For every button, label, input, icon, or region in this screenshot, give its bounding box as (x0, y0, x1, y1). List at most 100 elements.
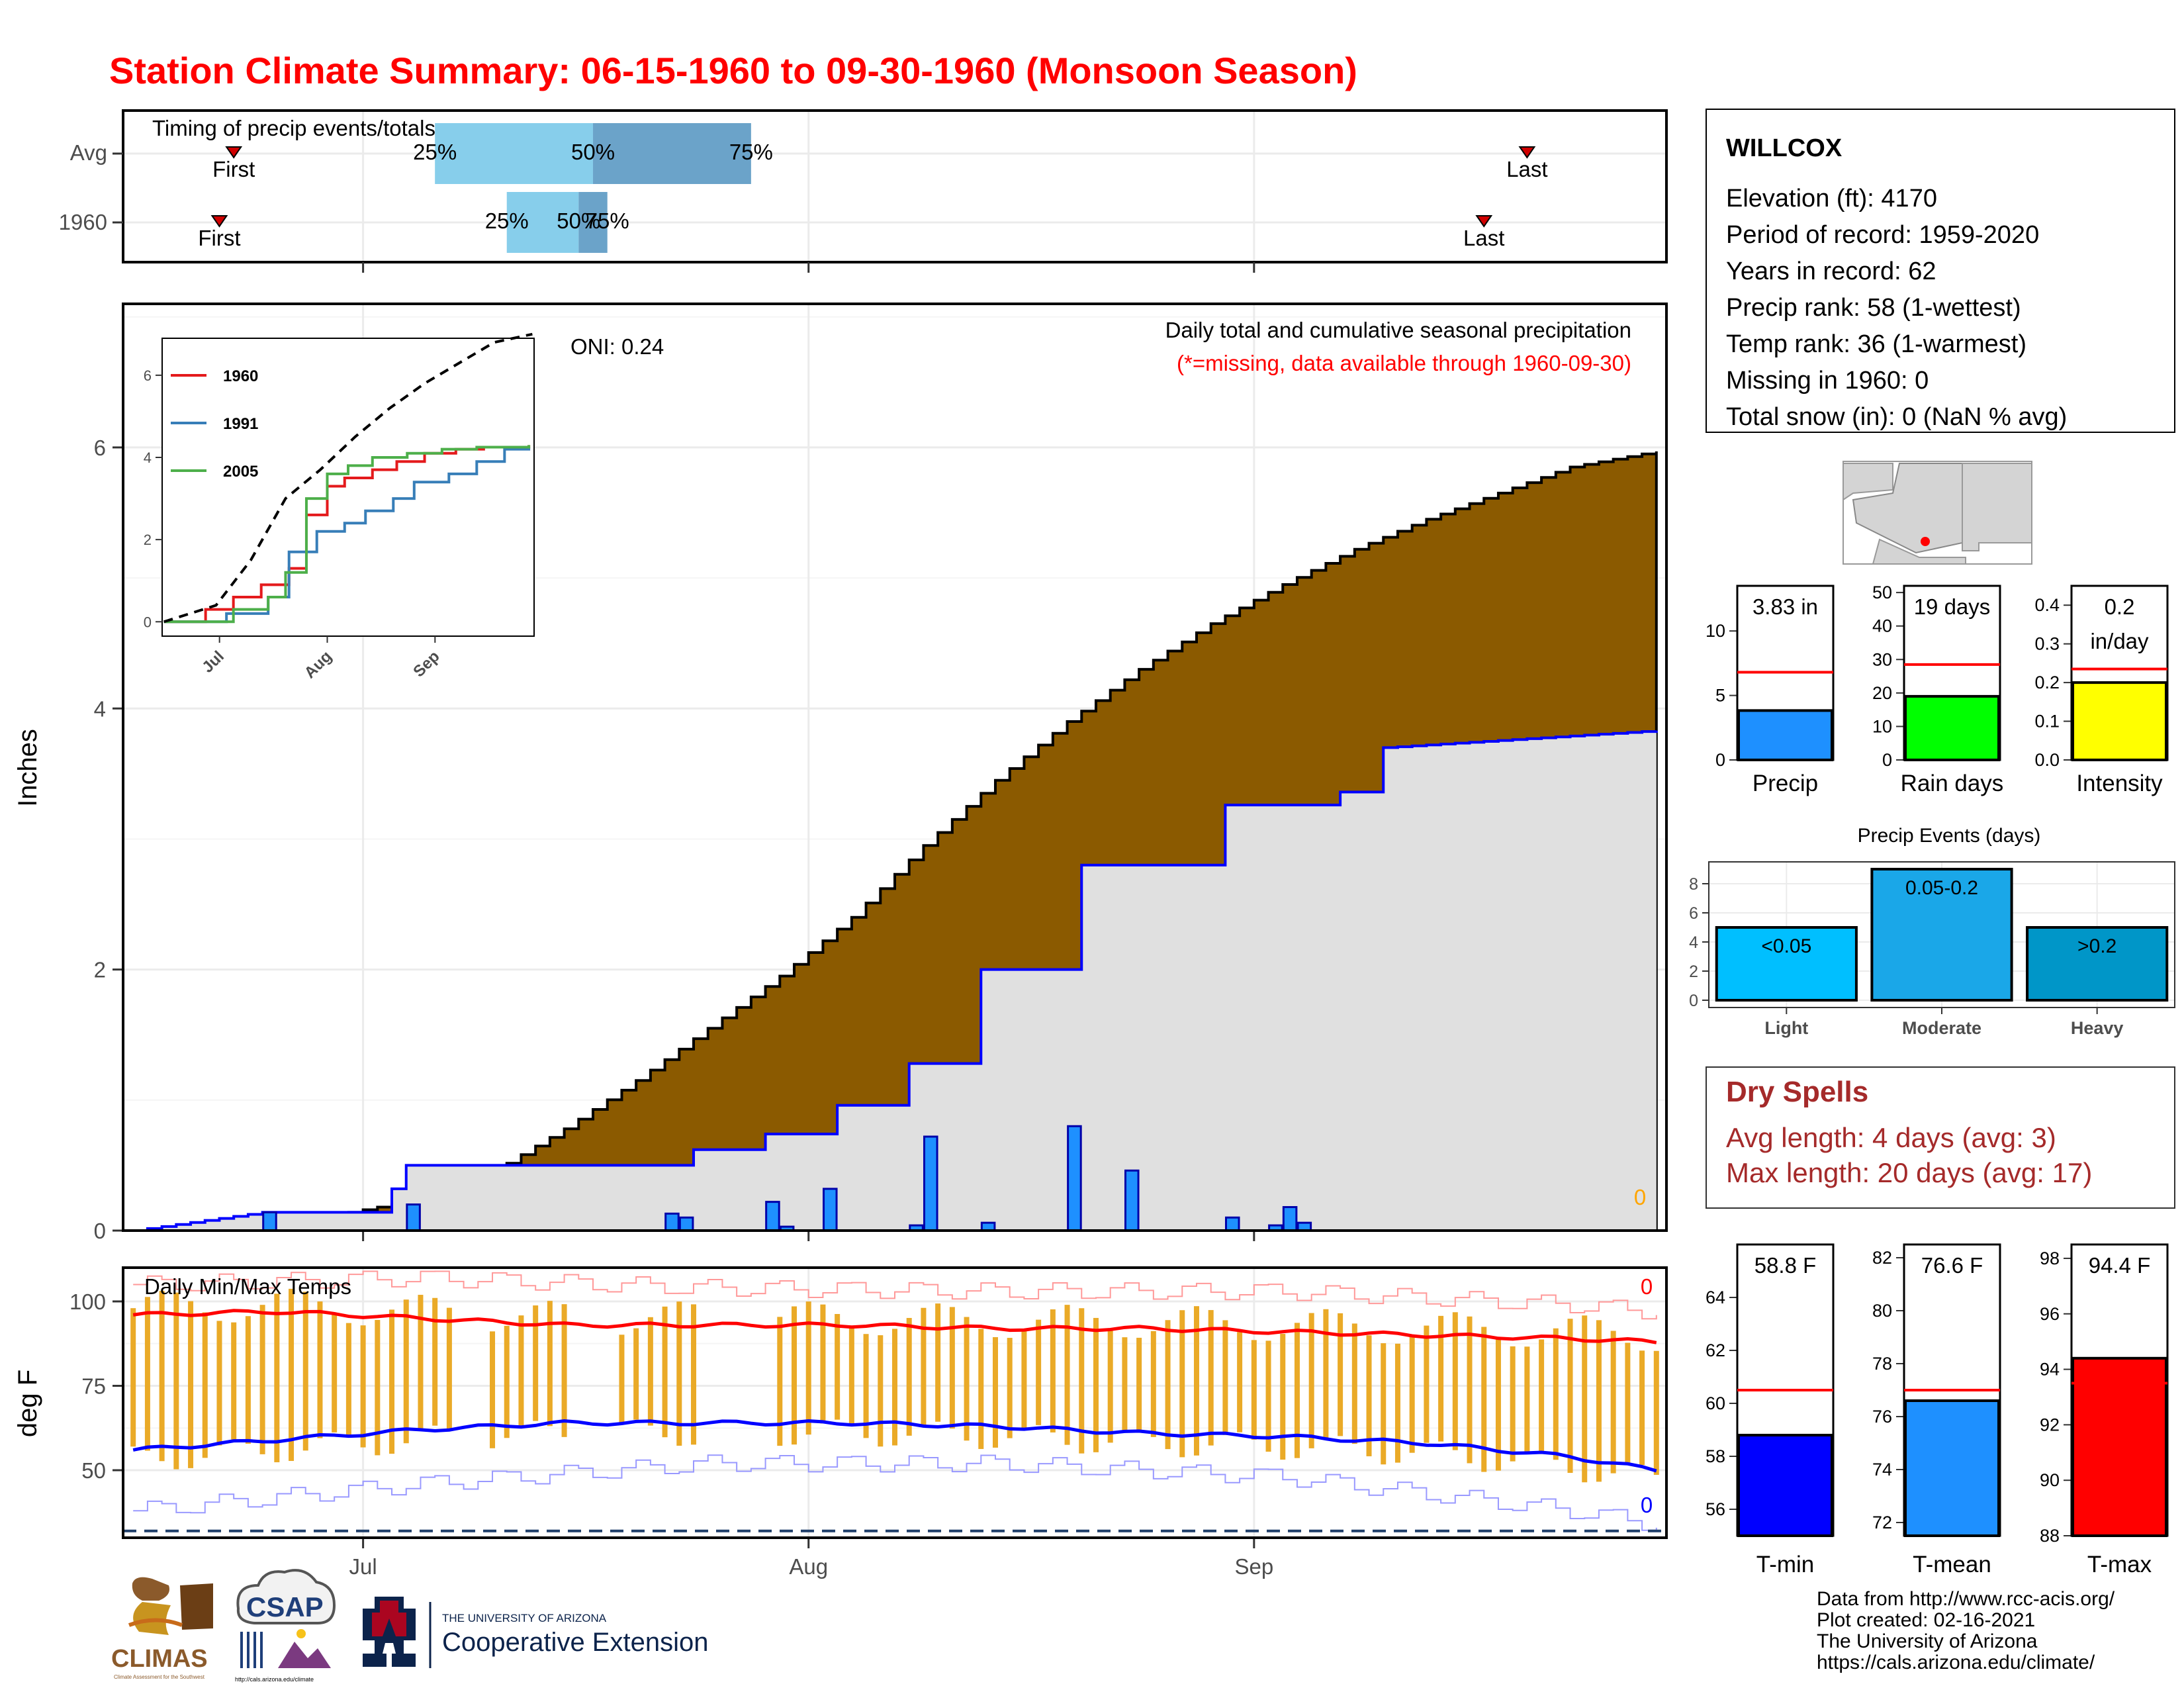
station-precip-rank: Precip rank: 58 (1-wettest) (1726, 294, 2021, 322)
quartile-bar-lower (506, 192, 579, 253)
daily-temp-range-bar (1308, 1313, 1314, 1448)
daily-temp-range-bar (992, 1336, 998, 1448)
precip-ytick-label: 5 (1715, 686, 1725, 706)
tmin-ytick-label: 58 (1706, 1446, 1725, 1466)
daily-temp-range-bar (173, 1292, 179, 1470)
tmean-ytick-label: 78 (1872, 1354, 1892, 1374)
precip-value-bar (1737, 709, 1833, 762)
daily-temp-range-bar (1381, 1343, 1387, 1465)
events-ytick-label: 8 (1689, 875, 1698, 894)
dry-spells-box: Dry Spells Avg length: 4 days (avg: 3) M… (1706, 1066, 2175, 1209)
inset-ytick-label: 0 (144, 614, 152, 630)
last-event-marker-icon (1475, 215, 1493, 228)
precip-event-bar-label: <0.05 (1761, 935, 1811, 957)
daily-temp-range-bar (1179, 1310, 1185, 1458)
station-snow: Total snow (in): 0 (NaN % avg) (1726, 403, 2067, 431)
daily-temp-range-bar (432, 1297, 438, 1426)
daily-temp-range-bar (848, 1325, 854, 1427)
daily-temp-range-bar (1481, 1327, 1487, 1472)
daily-temp-range-bar (1265, 1340, 1271, 1452)
daily-temp-range-bar (216, 1321, 222, 1446)
tmax-ytick-label: 92 (2040, 1415, 2060, 1434)
state-locator-map-icon (1843, 461, 2032, 565)
precip-panel: 0 2 4 6 Inches Daily total and cumulative s… (13, 303, 1668, 1243)
daily-temp-range-bar (188, 1301, 194, 1468)
daily-temp-range-bar (144, 1297, 150, 1451)
tmean-gauge: 72 74 76 78 80 82 76.6 F T-mean (1872, 1243, 2001, 1577)
daily-temp-range-bar (130, 1308, 136, 1447)
precip-label: Precip (1752, 771, 1818, 796)
daily-temp-range-bar (906, 1317, 912, 1436)
climas-subtext: Climate Assessment for the Southwest (114, 1674, 205, 1680)
daily-precip-bar (765, 1201, 780, 1232)
daily-temp-range-bar (1165, 1320, 1171, 1450)
intensity-value-label: 0.2 (2105, 594, 2135, 619)
daily-temp-range-bar (1553, 1328, 1559, 1460)
csap-text: CSAP (246, 1591, 324, 1622)
daily-temp-range-bar (777, 1317, 783, 1446)
daily-temp-range-bar (662, 1306, 668, 1438)
raindays-gauge: 0 10 20 30 40 50 19 days Rain days (1872, 583, 2003, 796)
daily-temp-range-bar (1079, 1308, 1085, 1454)
daily-temp-range-bar (1510, 1346, 1516, 1462)
quartile-label-50: 50% (571, 140, 615, 164)
daily-temp-range-bar (1582, 1315, 1588, 1483)
daily-temp-range-bar (892, 1329, 897, 1446)
first-event-marker-icon (225, 146, 243, 159)
daily-temp-range-bar (1208, 1310, 1214, 1446)
figure-title: Station Climate Summary: 06-15-1960 to 0… (109, 50, 1357, 91)
precip-event-bar (1870, 868, 2013, 1002)
quartile-bar-upper (593, 123, 751, 184)
tmax-ytick-label: 90 (2040, 1470, 2060, 1490)
first-event-label: First (198, 226, 240, 250)
tmean-value-bar (1904, 1399, 2000, 1537)
inset-legend-label: 1991 (223, 415, 258, 433)
temp-xtick-label: Jul (349, 1554, 377, 1579)
footer-line-2: Plot created: 02-16-2021 (1817, 1609, 2035, 1631)
daily-temp-range-bar (231, 1322, 237, 1440)
tmean-ytick-label: 76 (1872, 1407, 1892, 1427)
quartile-bar-upper (578, 192, 608, 253)
tmean-ytick-label: 82 (1872, 1248, 1892, 1268)
station-period: Period of record: 1959-2020 (1726, 221, 2039, 249)
tmax-gauge: 88 90 92 94 96 98 94.4 F T-max (2040, 1243, 2169, 1577)
precip-ytick-label: 0 (94, 1219, 106, 1243)
tmax-value-label: 94.4 F (2089, 1253, 2151, 1278)
daily-temp-range-bar (676, 1301, 682, 1446)
raindays-value-bar (1904, 694, 2000, 761)
precip-events-chart: Precip Events (days) 0 2 4 6 8 <0.05 Light 0.05… (1689, 825, 2175, 1038)
climas-text: CLIMAS (111, 1645, 208, 1673)
daily-temp-range-bar (1136, 1337, 1142, 1430)
daily-temp-range-bar (533, 1305, 539, 1421)
precip-ytick-label: 6 (94, 436, 106, 460)
tmin-gauge: 56 58 60 62 64 58.8 F T-min (1706, 1243, 1835, 1577)
daily-precip-bar (678, 1216, 694, 1232)
precip-events-title: Precip Events (days) (1858, 825, 2041, 847)
daily-temp-range-bar (835, 1314, 841, 1420)
csap-logo: CSAP http://cals.arizona.edu/climate (235, 1569, 336, 1683)
daily-temp-range-bar (360, 1325, 366, 1448)
avg-tmax-line (132, 1309, 1657, 1344)
daily-temp-range-bar (1596, 1320, 1602, 1482)
tmin-value-label: 58.8 F (1754, 1253, 1817, 1278)
tmax-ytick-label: 96 (2040, 1304, 2060, 1324)
quartile-label-75: 75% (586, 209, 629, 233)
daily-temp-range-bar (1222, 1320, 1228, 1435)
precip-missing-count: 0 (1634, 1185, 1646, 1209)
daily-temp-range-bar (1467, 1316, 1473, 1464)
intensity-ytick-label: 0.1 (2034, 712, 2060, 731)
precip-event-bar-label: >0.2 (2077, 935, 2116, 957)
daily-precip-bar (823, 1188, 838, 1232)
daily-temp-range-bar (1409, 1336, 1415, 1453)
events-xtick-label: Moderate (1902, 1018, 1981, 1038)
tmean-ytick-label: 80 (1872, 1301, 1892, 1321)
daily-temp-range-bar (978, 1329, 984, 1449)
daily-temp-range-bar (518, 1315, 524, 1427)
station-info-box: WILLCOX Elevation (ft): 4170 Period of r… (1706, 109, 2175, 433)
events-ytick-label: 6 (1689, 904, 1698, 923)
daily-temp-range-bar (332, 1313, 338, 1432)
timing-row-avg-label: Avg (70, 140, 107, 165)
temp-ylabel: deg F (13, 1370, 42, 1437)
tmax-value-bar (2071, 1356, 2167, 1538)
